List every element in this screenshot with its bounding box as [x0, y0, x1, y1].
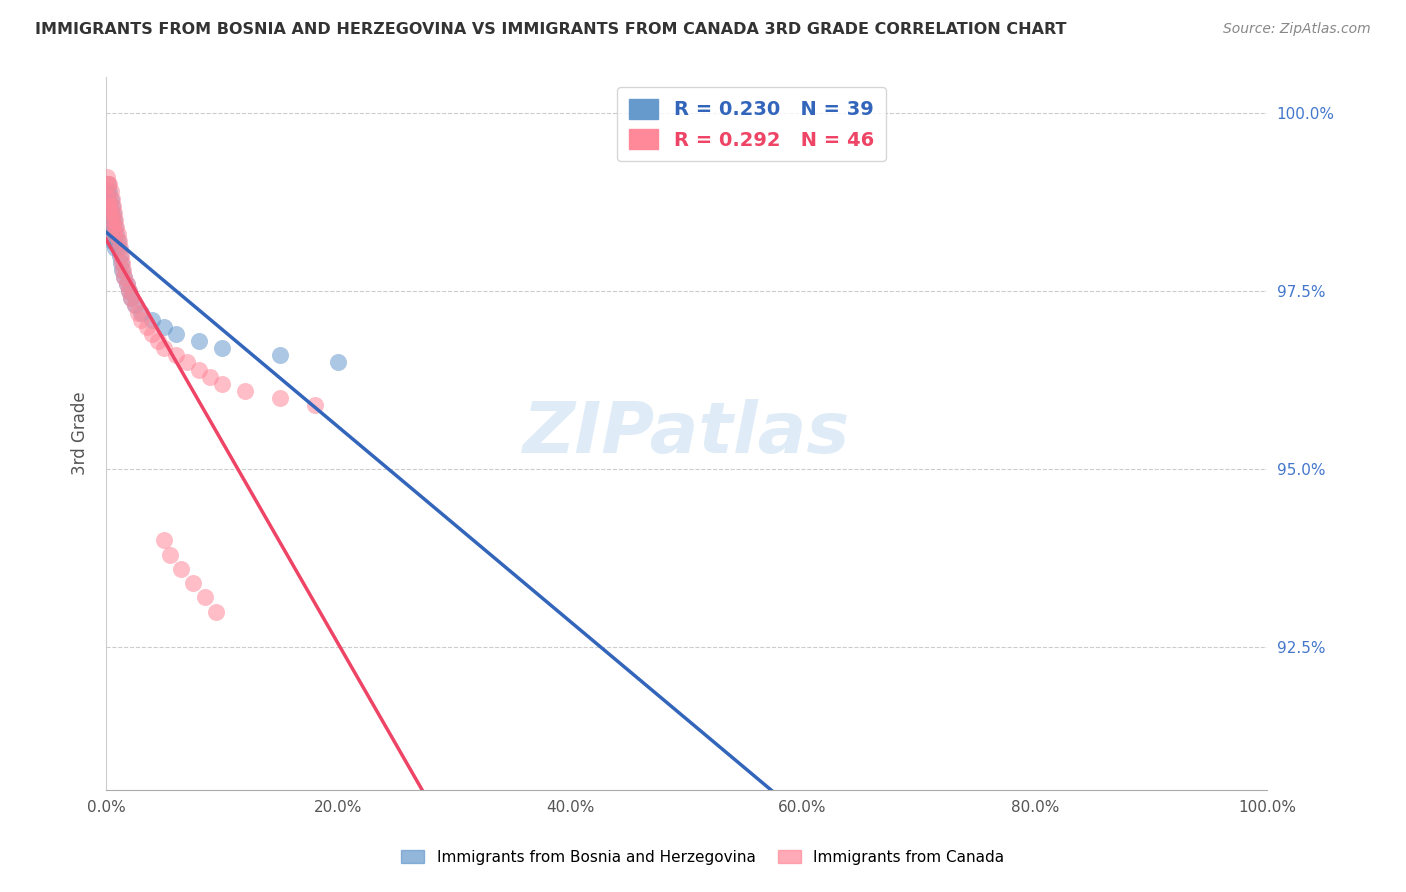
Point: [100, 192, 122, 206]
Point: [107, 227, 129, 242]
Point: [100, 213, 122, 227]
Point: [129, 305, 152, 319]
Point: [304, 398, 326, 412]
Point: [181, 576, 204, 591]
Point: [153, 533, 176, 548]
Point: [104, 220, 127, 235]
Text: ZIPatlas: ZIPatlas: [523, 399, 851, 468]
Point: [205, 605, 228, 619]
Point: [108, 241, 131, 255]
Point: [104, 213, 127, 227]
Point: [269, 348, 291, 362]
Point: [159, 548, 181, 562]
Point: [118, 284, 141, 298]
Point: [135, 319, 157, 334]
Point: [103, 227, 125, 242]
Point: [98, 178, 121, 192]
Point: [97, 178, 120, 192]
Point: [101, 227, 124, 242]
Point: [101, 199, 124, 213]
Point: [141, 312, 163, 326]
Point: [146, 334, 169, 348]
Point: [111, 262, 134, 277]
Point: [115, 277, 138, 291]
Point: [107, 235, 129, 249]
Point: [100, 199, 122, 213]
Point: [100, 227, 122, 242]
Point: [107, 241, 129, 255]
Point: [115, 277, 138, 291]
Point: [97, 192, 120, 206]
Point: [129, 312, 152, 326]
Point: [127, 305, 149, 319]
Point: [187, 334, 209, 348]
Point: [269, 391, 291, 405]
Point: [105, 220, 128, 235]
Point: [118, 284, 141, 298]
Point: [105, 227, 128, 242]
Legend: R = 0.230   N = 39, R = 0.292   N = 46: R = 0.230 N = 39, R = 0.292 N = 46: [617, 87, 886, 161]
Point: [194, 591, 217, 605]
Point: [187, 362, 209, 376]
Point: [98, 199, 121, 213]
Point: [176, 355, 198, 369]
Point: [104, 241, 127, 255]
Point: [153, 319, 176, 334]
Point: [108, 248, 131, 262]
Point: [103, 206, 125, 220]
Point: [170, 562, 193, 576]
Point: [101, 220, 124, 235]
Text: IMMIGRANTS FROM BOSNIA AND HERZEGOVINA VS IMMIGRANTS FROM CANADA 3RD GRADE CORRE: IMMIGRANTS FROM BOSNIA AND HERZEGOVINA V…: [35, 22, 1067, 37]
Point: [165, 348, 187, 362]
Point: [103, 235, 125, 249]
Point: [100, 235, 122, 249]
Point: [112, 262, 135, 277]
Point: [233, 384, 256, 398]
Point: [111, 255, 134, 269]
Point: [124, 298, 146, 312]
Point: [98, 185, 121, 199]
Point: [153, 341, 176, 355]
Point: [120, 291, 142, 305]
Point: [141, 326, 163, 341]
Y-axis label: 3rd Grade: 3rd Grade: [72, 392, 89, 475]
Point: [165, 326, 187, 341]
Point: [103, 213, 125, 227]
Point: [101, 206, 124, 220]
Point: [96, 170, 118, 185]
Point: [97, 213, 120, 227]
Point: [98, 199, 121, 213]
Point: [200, 369, 222, 384]
Point: [98, 220, 121, 235]
Point: [96, 199, 118, 213]
Point: [100, 206, 122, 220]
Point: [120, 291, 142, 305]
Legend: Immigrants from Bosnia and Herzegovina, Immigrants from Canada: Immigrants from Bosnia and Herzegovina, …: [395, 844, 1011, 871]
Point: [211, 376, 233, 391]
Point: [114, 269, 136, 284]
Point: [97, 178, 120, 192]
Point: [100, 192, 122, 206]
Point: [100, 206, 122, 220]
Point: [100, 213, 122, 227]
Point: [326, 355, 349, 369]
Point: [97, 192, 120, 206]
Text: Source: ZipAtlas.com: Source: ZipAtlas.com: [1223, 22, 1371, 37]
Point: [114, 269, 136, 284]
Point: [110, 255, 132, 269]
Point: [107, 235, 129, 249]
Point: [211, 341, 233, 355]
Point: [124, 298, 146, 312]
Point: [96, 185, 118, 199]
Point: [100, 185, 122, 199]
Point: [110, 248, 132, 262]
